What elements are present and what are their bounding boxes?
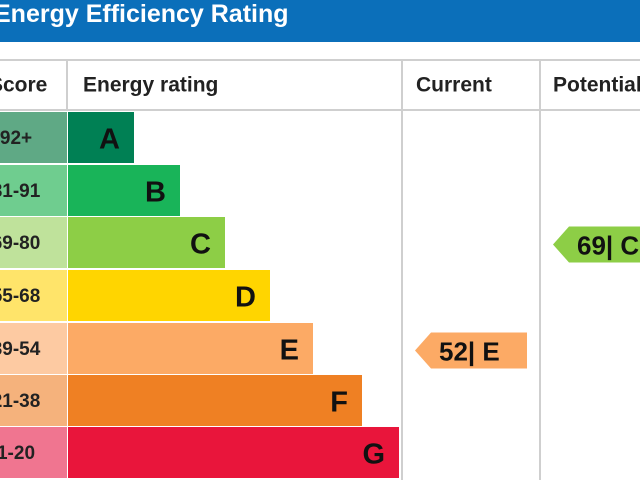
rating-letter: F (330, 387, 348, 419)
score-cell (0, 270, 67, 321)
column-header: Energy rating (83, 74, 218, 97)
rating-letter: D (235, 282, 256, 314)
rating-bar (68, 217, 225, 268)
score-cell (0, 427, 67, 478)
rating-bar (68, 375, 362, 426)
rating-letter: G (362, 439, 385, 471)
rating-letter: B (145, 177, 166, 209)
current-arrow (415, 332, 527, 369)
rating-letter: A (99, 124, 120, 156)
table-grid (0, 59, 640, 480)
score-range: 92+ (0, 128, 32, 149)
rating-bar (68, 112, 134, 163)
score-range: 21-38 (0, 391, 40, 412)
column-header: Current (416, 74, 492, 97)
score-cell (0, 323, 67, 374)
rating-bar (68, 270, 270, 321)
score-range: 1-20 (0, 443, 35, 464)
potential-label: 69| C (577, 231, 639, 261)
rating-bar (68, 323, 313, 374)
score-cell (0, 112, 67, 163)
score-range: 69-80 (0, 233, 40, 254)
column-header: Score (0, 74, 47, 97)
rating-letter: C (190, 229, 211, 261)
score-cell (0, 375, 67, 426)
score-cell (0, 165, 67, 216)
current-label: 52| E (439, 337, 500, 367)
potential-arrow (553, 226, 640, 263)
score-range: 81-91 (0, 181, 41, 202)
rating-bar (68, 427, 399, 478)
title: Energy Efficiency Rating (0, 0, 289, 28)
score-range: 55-68 (0, 286, 40, 307)
rating-bar (68, 165, 180, 216)
rating-letter: E (280, 335, 299, 367)
score-range: 39-54 (0, 339, 41, 360)
score-cell (0, 217, 67, 268)
column-header: Potential (553, 74, 640, 97)
title-band (0, 0, 640, 42)
